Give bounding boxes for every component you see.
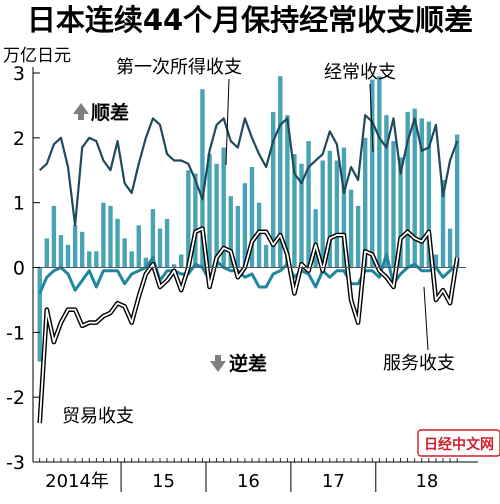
x-year-label: 15 [152, 471, 175, 492]
bar-current-account [108, 205, 113, 268]
bar-current-account [186, 170, 191, 268]
bar-current-account [419, 118, 424, 268]
bar-current-account [214, 163, 219, 268]
line-primary-income [38, 114, 459, 227]
bar-current-account [179, 254, 184, 268]
bar-current-account [384, 115, 389, 268]
bar-current-account [426, 121, 432, 268]
y-axis-unit-label: 万亿日元 [3, 46, 71, 66]
y-tick-label: -1 [6, 322, 25, 344]
bar-current-account [306, 141, 311, 268]
bar-current-account [391, 141, 396, 268]
x-year-label: 2014年 [45, 471, 109, 492]
bar-current-account [171, 264, 177, 268]
bar-current-account [271, 111, 276, 268]
bar-current-account [51, 205, 57, 268]
bar-current-account [285, 115, 290, 268]
watermark-box [417, 429, 500, 457]
bar-current-account [447, 228, 453, 268]
label-deficit: 逆差 [229, 352, 267, 375]
bar-current-account [207, 154, 212, 268]
bar-current-account [136, 225, 141, 268]
bar-current-account [454, 134, 460, 268]
label-current-account: 经常收支 [324, 62, 396, 83]
bar-current-account [433, 254, 439, 268]
bar-current-account [221, 147, 226, 268]
label-primary-income: 第一次所得收支 [116, 57, 242, 78]
y-tick-label: -3 [6, 452, 25, 474]
bar-current-account [440, 179, 446, 268]
label-services: 服务收支 [383, 353, 455, 374]
bar-current-account [362, 137, 368, 268]
arrow-down-icon [210, 355, 226, 372]
bar-current-account [355, 205, 361, 268]
bar-current-account [398, 157, 403, 268]
bar-current-account [263, 244, 269, 268]
bar-current-account [370, 79, 375, 268]
bar-current-account [412, 108, 417, 268]
bar-current-account [150, 209, 156, 268]
bar-current-account [164, 218, 170, 268]
x-year-label: 16 [237, 471, 260, 492]
bar-current-account [299, 163, 304, 268]
bar-current-account [242, 183, 248, 268]
arrow-up-icon [73, 103, 89, 120]
y-tick-label: 2 [13, 128, 25, 150]
bar-current-account [94, 251, 99, 268]
label-surplus: 顺差 [91, 101, 129, 124]
bar-current-account [157, 228, 163, 268]
watermark-text: 日经中文网 [424, 436, 494, 453]
leader-current-account [369, 83, 374, 153]
bar-current-account [37, 267, 42, 362]
y-tick-label: 3 [13, 63, 25, 85]
bar-current-account [87, 251, 92, 268]
y-tick-label: 1 [13, 193, 25, 215]
bar-current-account [348, 189, 354, 268]
bar-current-account [341, 147, 347, 268]
bar-current-account [334, 160, 340, 268]
text-layer: 3 2 1 0 -1 -2 -3 2014年 15 16 17 18 日本连续44个月保持经常收支顺差万… [3, 3, 500, 492]
bar-current-account [200, 89, 205, 268]
x-year-label: 17 [322, 471, 345, 492]
bar-current-account [115, 218, 120, 268]
bar-current-account [122, 238, 127, 268]
leader-primary-income [225, 78, 230, 166]
x-year-label: 18 [415, 471, 438, 492]
bar-current-account [79, 231, 85, 268]
bar-current-account [235, 205, 241, 268]
y-tick-label: 0 [13, 258, 25, 280]
bar-current-account [58, 235, 64, 268]
bar-current-account [129, 251, 134, 268]
bar-current-account [292, 154, 297, 268]
bar-current-account [101, 202, 106, 268]
bar-current-account [193, 173, 198, 268]
bar-current-account [72, 225, 78, 268]
bar-current-account [278, 76, 283, 268]
bar-current-account [228, 196, 233, 268]
line-trade [38, 227, 459, 424]
bar-current-account [405, 111, 410, 268]
y-tick-label: -2 [6, 387, 25, 409]
bar-current-account [44, 238, 49, 268]
label-trade: 贸易收支 [62, 406, 134, 427]
axes-layer [32, 67, 478, 492]
line-services [38, 253, 459, 295]
bar-current-account [320, 160, 325, 268]
leader-services [423, 286, 429, 351]
bar-current-account [65, 244, 71, 268]
bar-current-account [249, 167, 255, 268]
chart-title: 日本连续44个月保持经常收支顺差 [27, 3, 473, 37]
bar-current-account [327, 150, 332, 268]
bar-current-account [143, 257, 149, 268]
lines-layer [37, 114, 460, 424]
bar-current-account [377, 76, 382, 268]
bar-current-account [313, 209, 318, 268]
